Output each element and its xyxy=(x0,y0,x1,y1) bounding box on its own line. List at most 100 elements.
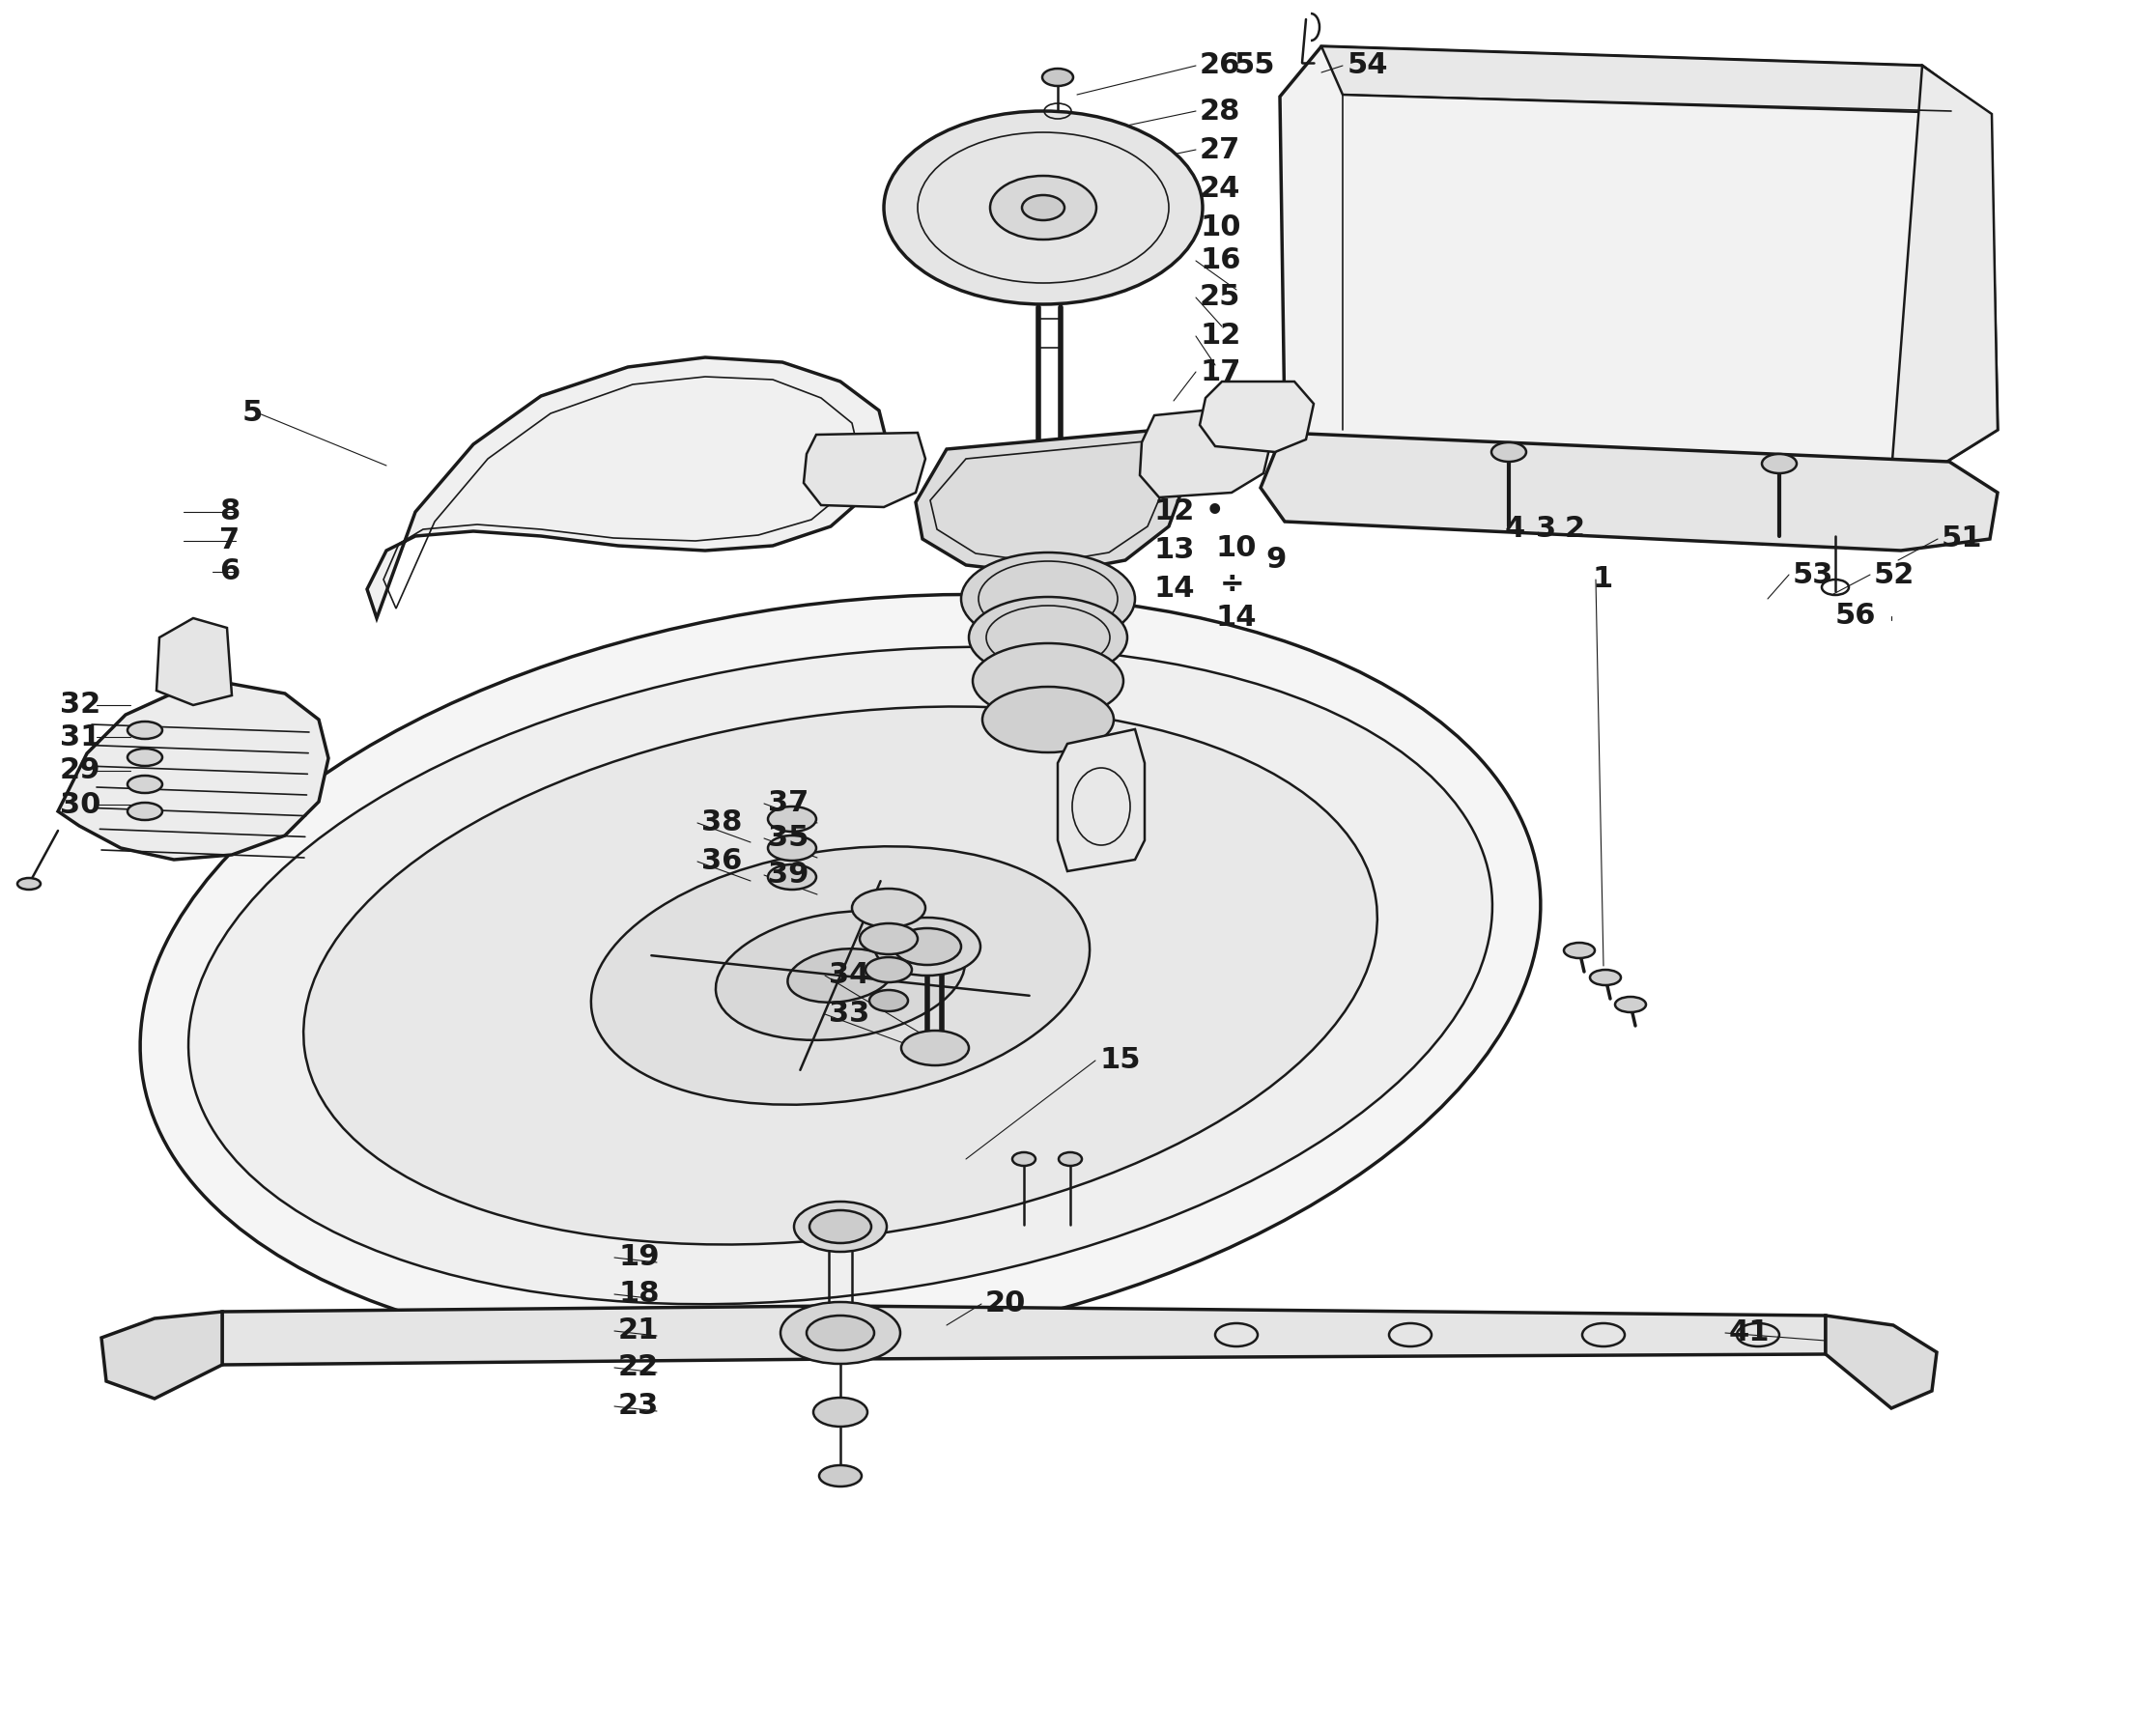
Ellipse shape xyxy=(968,598,1128,679)
Ellipse shape xyxy=(17,877,41,889)
Ellipse shape xyxy=(768,807,817,832)
Ellipse shape xyxy=(1059,1152,1082,1166)
Ellipse shape xyxy=(1041,69,1074,86)
Text: 24: 24 xyxy=(1199,174,1240,202)
Polygon shape xyxy=(841,1306,1826,1359)
Text: Powered by Vision Spares: Powered by Vision Spares xyxy=(502,831,1524,896)
Text: 39: 39 xyxy=(768,862,808,889)
Ellipse shape xyxy=(787,948,893,1002)
Text: 2: 2 xyxy=(1565,515,1585,544)
Polygon shape xyxy=(1322,47,1988,114)
Polygon shape xyxy=(1891,66,1999,473)
Text: 53: 53 xyxy=(1794,561,1835,589)
Text: 32: 32 xyxy=(60,691,101,718)
Text: 21: 21 xyxy=(619,1318,660,1345)
Ellipse shape xyxy=(869,990,908,1012)
Text: 18: 18 xyxy=(619,1280,660,1309)
Ellipse shape xyxy=(873,917,981,976)
Text: 3: 3 xyxy=(1535,515,1557,544)
Text: •: • xyxy=(1205,497,1225,527)
Ellipse shape xyxy=(884,111,1203,304)
Ellipse shape xyxy=(860,924,918,955)
Ellipse shape xyxy=(304,706,1378,1245)
Text: 35: 35 xyxy=(768,824,808,853)
Ellipse shape xyxy=(808,1211,871,1243)
Text: 30: 30 xyxy=(60,791,101,819)
Ellipse shape xyxy=(972,642,1123,718)
Text: 13: 13 xyxy=(1153,537,1194,565)
Polygon shape xyxy=(1199,382,1313,452)
Ellipse shape xyxy=(768,836,817,860)
Text: 8: 8 xyxy=(220,497,239,527)
Ellipse shape xyxy=(140,594,1542,1357)
Text: 54: 54 xyxy=(1348,52,1388,79)
Text: ÷: ÷ xyxy=(1220,570,1244,598)
Text: 5: 5 xyxy=(241,399,263,427)
Ellipse shape xyxy=(1761,454,1796,473)
Ellipse shape xyxy=(188,648,1492,1304)
Ellipse shape xyxy=(1563,943,1595,958)
Text: 7: 7 xyxy=(220,527,239,554)
Polygon shape xyxy=(804,433,925,508)
Text: 15: 15 xyxy=(1100,1047,1141,1074)
Text: 38: 38 xyxy=(701,808,742,838)
Ellipse shape xyxy=(591,846,1089,1105)
Text: 28: 28 xyxy=(1199,97,1240,124)
Ellipse shape xyxy=(893,927,962,965)
Ellipse shape xyxy=(127,775,162,793)
Ellipse shape xyxy=(127,722,162,739)
Text: 4: 4 xyxy=(1505,515,1526,544)
Ellipse shape xyxy=(768,865,817,889)
Ellipse shape xyxy=(901,1031,968,1066)
Text: 27: 27 xyxy=(1199,136,1240,164)
Polygon shape xyxy=(222,1306,841,1364)
Text: 37: 37 xyxy=(768,789,808,817)
Ellipse shape xyxy=(865,957,912,983)
Ellipse shape xyxy=(852,889,925,927)
Ellipse shape xyxy=(983,687,1115,753)
Text: 23: 23 xyxy=(619,1392,660,1420)
Text: 16: 16 xyxy=(1199,247,1240,275)
Text: 25: 25 xyxy=(1199,283,1240,311)
Text: 10: 10 xyxy=(1199,212,1240,242)
Text: 12: 12 xyxy=(1199,323,1240,351)
Ellipse shape xyxy=(127,803,162,820)
Text: 20: 20 xyxy=(985,1290,1026,1318)
Text: 10: 10 xyxy=(1216,535,1257,563)
Ellipse shape xyxy=(780,1302,901,1364)
Ellipse shape xyxy=(990,176,1097,240)
Ellipse shape xyxy=(813,1397,867,1427)
Ellipse shape xyxy=(793,1202,886,1252)
Text: 12: 12 xyxy=(1153,497,1194,527)
Text: 31: 31 xyxy=(60,724,101,751)
Text: 14: 14 xyxy=(1216,604,1257,632)
Text: 17: 17 xyxy=(1199,357,1240,385)
Polygon shape xyxy=(1059,729,1145,870)
Text: 29: 29 xyxy=(60,756,101,784)
Polygon shape xyxy=(1826,1316,1936,1408)
Ellipse shape xyxy=(1022,195,1065,221)
Ellipse shape xyxy=(806,1316,873,1351)
Text: 56: 56 xyxy=(1835,603,1876,630)
Polygon shape xyxy=(1261,433,1999,551)
Text: 52: 52 xyxy=(1874,561,1915,589)
Ellipse shape xyxy=(716,910,966,1040)
Ellipse shape xyxy=(962,553,1134,646)
Text: 19: 19 xyxy=(619,1243,660,1271)
Polygon shape xyxy=(367,357,888,618)
Ellipse shape xyxy=(1615,996,1645,1012)
Text: 26: 26 xyxy=(1199,52,1240,79)
Polygon shape xyxy=(157,618,233,705)
Ellipse shape xyxy=(127,748,162,767)
Text: 6: 6 xyxy=(220,558,239,585)
Polygon shape xyxy=(916,430,1188,575)
Text: 41: 41 xyxy=(1729,1319,1770,1347)
Text: 55: 55 xyxy=(1235,52,1276,79)
Ellipse shape xyxy=(1013,1152,1035,1166)
Ellipse shape xyxy=(1589,971,1621,984)
Polygon shape xyxy=(1281,47,1999,473)
Text: 51: 51 xyxy=(1943,525,1984,553)
Ellipse shape xyxy=(819,1464,862,1487)
Polygon shape xyxy=(101,1313,222,1399)
Polygon shape xyxy=(1141,406,1274,497)
